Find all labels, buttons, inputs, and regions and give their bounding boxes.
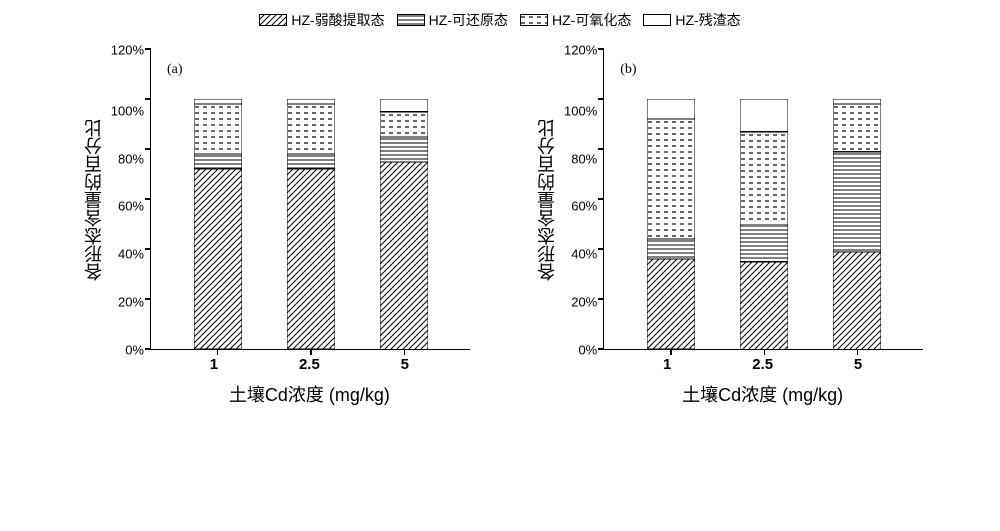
x-tick-label: 2.5 <box>299 356 320 373</box>
legend-label: HZ-可氧化态 <box>552 10 631 30</box>
bar-segment <box>194 154 242 169</box>
x-tick-label: 1 <box>663 356 671 373</box>
bar-segment <box>380 162 428 350</box>
legend-item: HZ-残渣态 <box>643 10 740 30</box>
legend-swatch <box>520 14 548 26</box>
bars-container <box>604 50 923 349</box>
legend-swatch <box>397 14 425 26</box>
bar-segment <box>287 169 335 349</box>
bar-segment <box>380 99 428 112</box>
y-tick-label: 60% <box>571 200 597 213</box>
y-tick-label: 0% <box>125 343 144 356</box>
y-tick-label: 0% <box>578 343 597 356</box>
legend-item: HZ-可还原态 <box>397 10 508 30</box>
charts-row: 各形态含量的百分比 1 20% 100% 80% 60% 40% 20% 0% (a) 1 2.5 5 土… <box>20 50 980 407</box>
y-tick-label: 40% <box>118 248 144 261</box>
bar-segment <box>194 169 242 349</box>
y-tick-label: 120% <box>111 44 144 57</box>
chart-area: 各形态含量的百分比120%100%80%60%40%20%0%(b) <box>530 50 923 350</box>
y-tick-label: 80% <box>571 152 597 165</box>
y-tick-label: 80% <box>118 152 144 165</box>
legend-label: HZ-可还原态 <box>429 10 508 30</box>
y-tick-label: 100% <box>111 104 144 117</box>
y-tick-label: 40% <box>571 248 597 261</box>
bar <box>287 99 335 349</box>
y-axis: 120%100%80%60%40%20%0% <box>564 50 603 350</box>
x-tick-mark <box>310 349 312 355</box>
y-tick-label: 120% <box>564 44 597 57</box>
legend-item: HZ-弱酸提取态 <box>259 10 384 30</box>
y-tick-label: 60% <box>118 200 144 213</box>
y-axis: 120%100%80%60%40%20%0% <box>111 50 150 350</box>
bar-segment <box>194 104 242 154</box>
y-tick-label: 20% <box>571 296 597 309</box>
x-tick-mark <box>217 349 219 355</box>
x-tick-label: 5 <box>854 356 862 373</box>
bar-segment <box>647 239 695 259</box>
x-axis-label: 土壤Cd浓度 (mg/kg) <box>603 381 923 407</box>
bar-segment <box>740 132 788 225</box>
legend-label: HZ-弱酸提取态 <box>291 10 384 30</box>
legend-item: HZ-可氧化态 <box>520 10 631 30</box>
y-axis-label: 各形态含量的百分比 <box>530 50 564 350</box>
bar-segment <box>740 262 788 350</box>
chart-panel-b: 各形态含量的百分比120%100%80%60%40%20%0%(b)12.55土… <box>530 50 923 407</box>
bar <box>833 99 881 349</box>
chart-panel-a: 各形态含量的百分比120%100%80%60%40%20%0%(a)12.55土… <box>77 50 470 407</box>
plot-area: (b) <box>603 50 923 350</box>
bar <box>740 99 788 349</box>
bar-segment <box>833 252 881 350</box>
x-tick-mark <box>670 349 672 355</box>
bar <box>380 99 428 349</box>
legend-swatch <box>643 14 671 26</box>
bar-segment <box>740 99 788 132</box>
bar-segment <box>833 152 881 252</box>
bar-segment <box>380 137 428 162</box>
legend-label: HZ-残渣态 <box>675 10 740 30</box>
x-tick-label: 1 <box>210 356 218 373</box>
bar-segment <box>287 104 335 154</box>
bar <box>647 99 695 349</box>
chart-area: 各形态含量的百分比120%100%80%60%40%20%0%(a) <box>77 50 470 350</box>
legend: HZ-弱酸提取态 HZ-可还原态 HZ-可氧化态 HZ-残渣态 <box>20 10 980 30</box>
bars-container <box>151 50 470 349</box>
y-axis-label: 各形态含量的百分比 <box>77 50 111 350</box>
x-tick-label: 5 <box>401 356 409 373</box>
x-tick-mark <box>404 349 406 355</box>
y-tick-label: 20% <box>118 296 144 309</box>
bar-segment <box>647 119 695 239</box>
bar-segment <box>380 112 428 137</box>
plot-area: (a) <box>150 50 470 350</box>
bar-segment <box>740 224 788 262</box>
legend-swatch <box>259 14 287 26</box>
x-tick-mark <box>764 349 766 355</box>
x-tick-label: 2.5 <box>752 356 773 373</box>
bar-segment <box>647 99 695 119</box>
bar <box>194 99 242 349</box>
bar-segment <box>287 154 335 169</box>
bar-segment <box>647 259 695 349</box>
x-tick-mark <box>857 349 859 355</box>
bar-segment <box>833 104 881 152</box>
y-tick-label: 100% <box>564 104 597 117</box>
x-axis-label: 土壤Cd浓度 (mg/kg) <box>149 381 469 407</box>
